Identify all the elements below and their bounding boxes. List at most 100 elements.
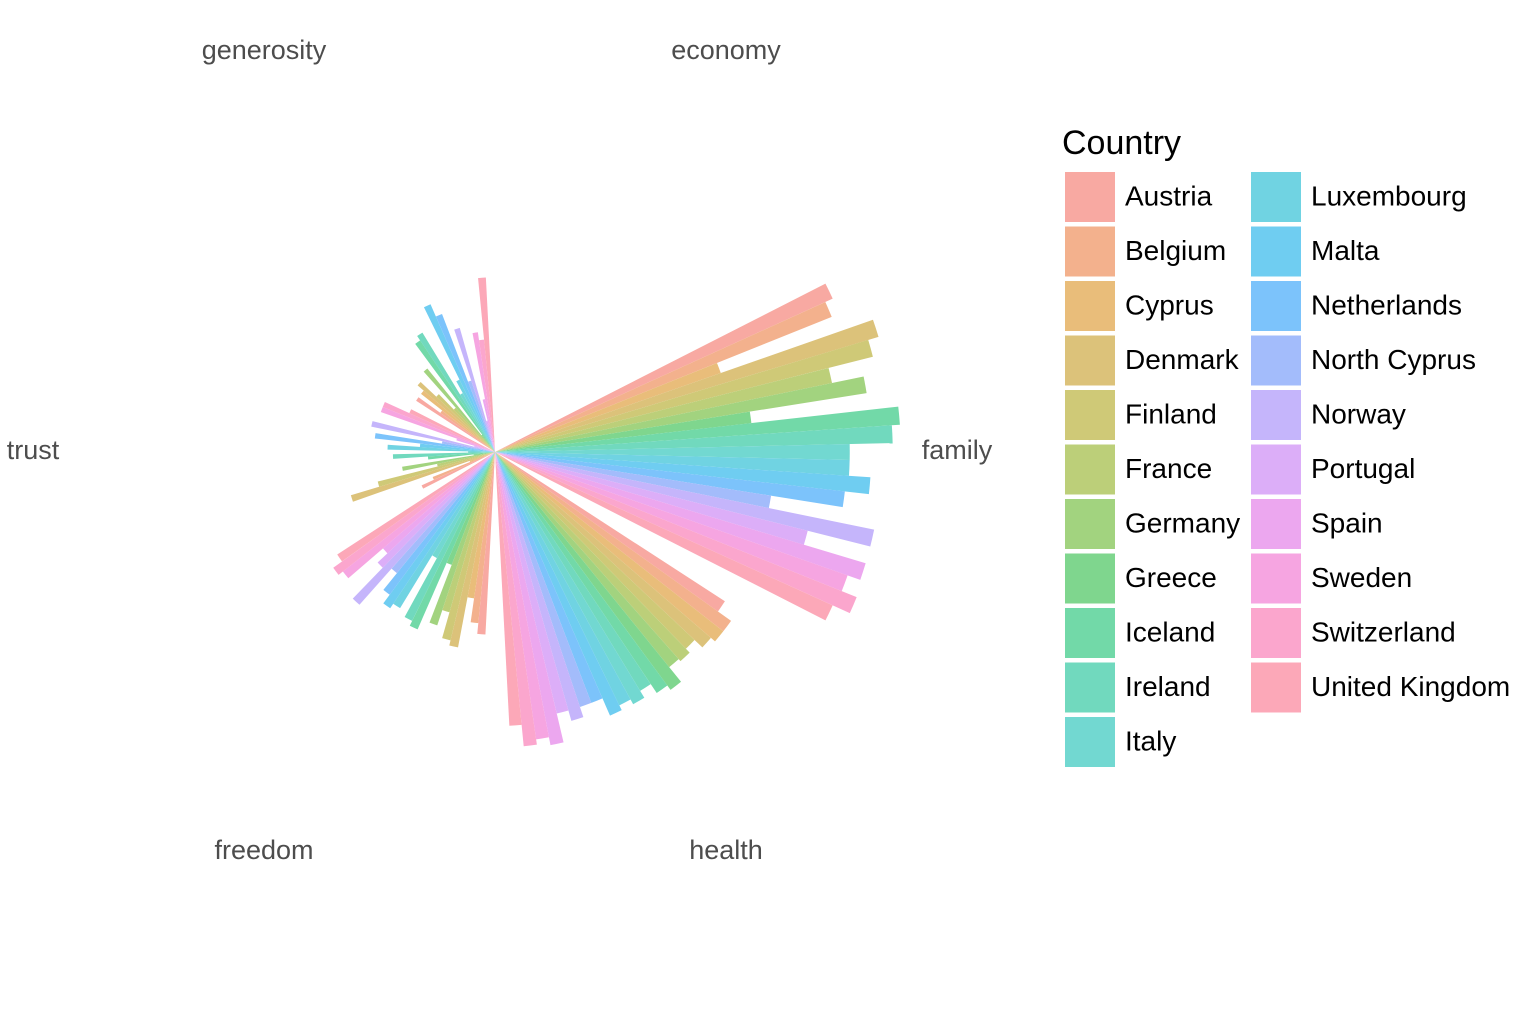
bar xyxy=(495,452,645,705)
bar xyxy=(486,420,495,452)
bar xyxy=(495,444,850,460)
bar xyxy=(495,452,845,508)
bar xyxy=(470,452,495,624)
bar xyxy=(429,452,495,626)
legend-label: Malta xyxy=(1311,235,1380,266)
legend-label: Ireland xyxy=(1125,671,1211,702)
legend-label: Portugal xyxy=(1311,453,1415,484)
bar xyxy=(440,410,495,452)
bar xyxy=(495,452,603,703)
bar xyxy=(495,452,537,747)
bar xyxy=(495,452,690,662)
bar xyxy=(495,452,584,721)
bar xyxy=(383,452,495,595)
legend-label: Spain xyxy=(1311,507,1383,538)
bar xyxy=(495,452,592,707)
bar xyxy=(495,406,900,452)
bar xyxy=(402,452,495,471)
legend-swatch xyxy=(1065,335,1115,386)
bar xyxy=(352,452,495,605)
bar xyxy=(495,452,522,726)
bar xyxy=(495,452,725,612)
legend-swatch xyxy=(1065,281,1115,331)
category-label: freedom xyxy=(214,835,313,865)
legend-swatch xyxy=(1065,608,1115,658)
bar xyxy=(460,393,495,452)
bar xyxy=(495,452,631,706)
legend-label: Cyprus xyxy=(1125,289,1214,320)
bar xyxy=(377,452,495,568)
legend-swatch xyxy=(1065,553,1115,604)
bar xyxy=(435,314,495,452)
bar xyxy=(392,452,495,459)
bar xyxy=(415,340,495,452)
bar xyxy=(495,452,695,649)
bar xyxy=(383,452,495,609)
bar xyxy=(495,452,679,668)
bar xyxy=(419,443,495,452)
legend-swatch xyxy=(1065,717,1115,767)
legend-label: Belgium xyxy=(1125,235,1226,266)
bar xyxy=(495,452,772,509)
bar xyxy=(382,452,495,554)
bar xyxy=(391,452,495,574)
legend-swatch xyxy=(1251,553,1301,604)
legend-swatch xyxy=(1251,335,1301,386)
legend-label: United Kingdom xyxy=(1311,671,1510,702)
legend-swatch xyxy=(1065,444,1115,495)
bar xyxy=(495,339,873,452)
legend-label: Germany xyxy=(1125,507,1240,538)
bar xyxy=(495,376,867,452)
bar xyxy=(495,362,721,452)
bar xyxy=(409,409,495,452)
bar xyxy=(446,452,495,565)
bar xyxy=(427,452,495,460)
bar xyxy=(342,452,495,579)
bar xyxy=(495,452,682,690)
category-label: trust xyxy=(7,435,60,465)
legend-label: Italy xyxy=(1125,725,1176,756)
bar xyxy=(469,452,495,463)
bar xyxy=(495,425,893,452)
bar xyxy=(495,319,879,452)
bar xyxy=(432,452,495,559)
bar xyxy=(495,283,833,452)
legend-swatch xyxy=(1251,499,1301,549)
bar xyxy=(495,452,848,592)
bar xyxy=(417,332,495,452)
category-label: health xyxy=(689,835,763,865)
legend-swatch xyxy=(1065,390,1115,440)
legend-swatch xyxy=(1251,608,1301,658)
bar xyxy=(382,401,495,452)
bar xyxy=(495,452,850,476)
category-label: economy xyxy=(671,35,781,65)
legend-swatch xyxy=(1065,172,1115,222)
bar xyxy=(456,438,495,452)
bar xyxy=(374,433,495,452)
category-label: family xyxy=(922,435,993,465)
bar xyxy=(495,452,833,621)
bar xyxy=(481,434,495,452)
bar xyxy=(393,452,495,609)
legend-title: Country xyxy=(1062,124,1181,162)
bar xyxy=(467,452,495,599)
bar xyxy=(436,394,495,452)
bar xyxy=(495,452,857,614)
legend-swatch xyxy=(1251,444,1301,495)
bar xyxy=(473,452,495,456)
bar xyxy=(468,451,495,453)
bar xyxy=(477,452,495,635)
legend-swatch xyxy=(1251,172,1301,222)
bar xyxy=(495,452,711,648)
legend-label: Greece xyxy=(1125,562,1217,593)
legend-swatch xyxy=(1251,662,1301,713)
bar xyxy=(350,452,495,502)
bar xyxy=(495,452,564,746)
bar xyxy=(377,452,495,487)
bar xyxy=(432,452,495,480)
bar xyxy=(449,452,495,648)
legend-swatch xyxy=(1065,499,1115,549)
legend-swatch xyxy=(1251,226,1301,277)
